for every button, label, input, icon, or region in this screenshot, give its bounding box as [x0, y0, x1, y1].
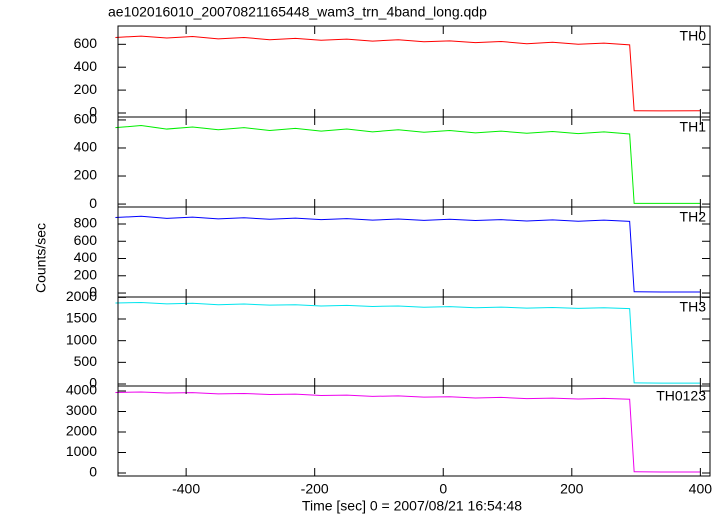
x-axis-label: Time [sec] 0 = 2007/08/21 16:54:48 [302, 498, 522, 514]
panel-label: TH2 [680, 209, 707, 225]
y-tick-label: 800 [74, 215, 98, 231]
panel-label: TH0 [680, 28, 707, 44]
y-tick-label: 0 [89, 195, 97, 211]
panel-frame [117, 116, 711, 208]
y-tick-label: 0 [89, 375, 97, 391]
x-tick-label: 200 [560, 481, 584, 497]
y-axis-label: Counts/sec [33, 223, 49, 293]
y-tick-label: 1000 [66, 443, 97, 459]
x-tick-label: -200 [301, 481, 329, 497]
y-tick-label: 400 [74, 139, 98, 155]
y-tick-label: 0 [89, 284, 97, 300]
panel-frame [117, 25, 711, 118]
x-tick-label: -400 [172, 481, 200, 497]
y-tick-label: 1000 [66, 331, 97, 347]
y-tick-label: 0 [89, 104, 97, 120]
y-tick-label: 0 [89, 464, 97, 480]
x-tick-label: 400 [689, 481, 713, 497]
chart-title: ae102016010_20070821165448_wam3_trn_4ban… [108, 4, 487, 20]
y-tick-label: 500 [74, 353, 98, 369]
y-tick-label: 400 [74, 249, 98, 265]
y-tick-label: 600 [74, 35, 98, 51]
panel-label: TH0123 [656, 388, 706, 404]
panel-label: TH1 [680, 119, 707, 135]
panel-frame [117, 385, 711, 477]
x-tick-label: 0 [439, 481, 447, 497]
y-tick-label: 200 [74, 266, 98, 282]
data-line [115, 125, 701, 204]
data-line [115, 215, 701, 293]
y-tick-label: 600 [74, 232, 98, 248]
y-tick-label: 3000 [66, 402, 97, 418]
panel-frame [117, 296, 711, 387]
data-line [115, 391, 701, 473]
data-line [115, 302, 701, 384]
y-tick-label: 2000 [66, 423, 97, 439]
data-line [115, 35, 701, 112]
panel-label: TH3 [680, 299, 707, 315]
y-tick-label: 200 [74, 167, 98, 183]
y-tick-label: 400 [74, 58, 98, 74]
y-tick-label: 4000 [66, 382, 97, 398]
y-tick-label: 200 [74, 81, 98, 97]
y-tick-label: 2000 [66, 288, 97, 304]
y-tick-label: 1500 [66, 310, 97, 326]
y-tick-label: 600 [74, 111, 98, 127]
